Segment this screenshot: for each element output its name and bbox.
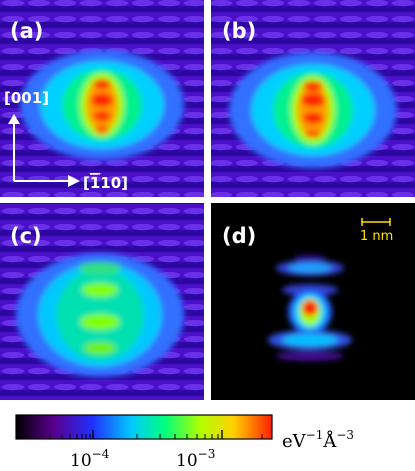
axis-arrowhead-horizontal — [68, 175, 80, 187]
scale-bar: 1 nm — [360, 218, 393, 244]
scale-bar-label: 1 nm — [360, 229, 393, 244]
colorbar: 10−4 10−3 eV−1Å−3 — [15, 414, 354, 471]
panel-a — [0, 0, 204, 197]
panel-label-a: (a) — [10, 19, 43, 43]
panel-label-d: (d) — [222, 224, 256, 248]
colorbar-ticks — [49, 430, 263, 439]
colorbar-tick-label: 10−3 — [176, 447, 215, 471]
panel-label-b: (b) — [222, 19, 256, 43]
axis-arrowhead-vertical — [8, 114, 20, 124]
panel-b — [211, 0, 415, 197]
colorbar-tick-label: 10−4 — [70, 447, 110, 471]
crystal-axes: [001] [110] — [4, 89, 128, 192]
panel-label-c: (c) — [10, 224, 42, 248]
colorbar-unit-label: eV−1Å−3 — [282, 428, 354, 452]
axis-label-horizontal: [110] — [83, 174, 128, 192]
axis-label-vertical: [001] — [4, 89, 49, 107]
panel-d — [211, 203, 415, 400]
panel-c — [0, 203, 204, 400]
colorbar-gradient — [15, 414, 273, 440]
overbar-digit: 1 — [90, 174, 100, 192]
